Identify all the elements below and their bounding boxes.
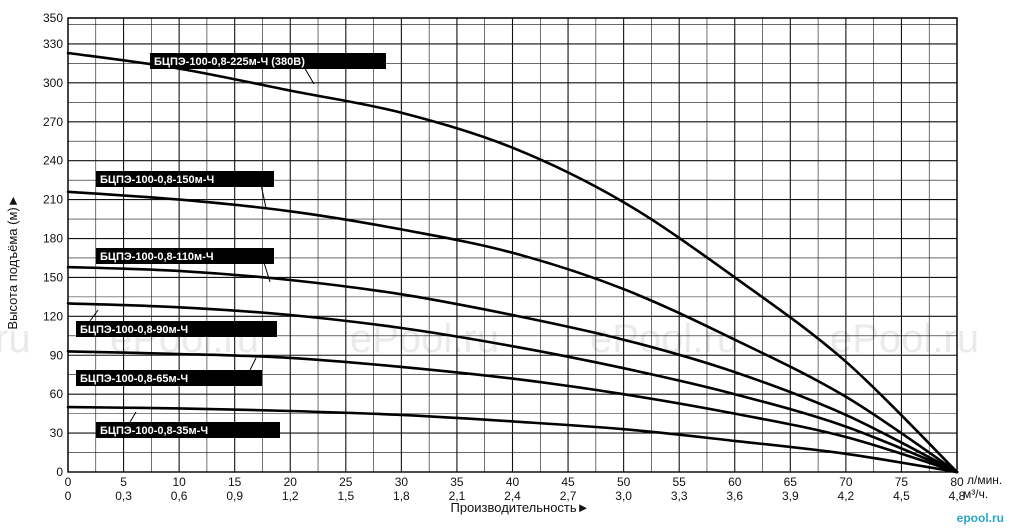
- x-tick-label-bottom: 4,5: [893, 489, 910, 503]
- series-label-box: [150, 53, 386, 69]
- x-tick-label-top: 15: [228, 475, 242, 489]
- series-line: [66, 405, 959, 474]
- series-label: БЦПЭ-100-0,8-65м-Ч: [80, 373, 188, 385]
- x-tick-label-top: 25: [339, 475, 353, 489]
- x-tick-label-bottom: 0,9: [226, 489, 243, 503]
- series-label: БЦПЭ-100-0,8-225м-Ч (380В): [154, 56, 305, 68]
- x-tick-label-bottom: 1,2: [282, 489, 299, 503]
- x-tick-label-bottom: 0,6: [171, 489, 188, 503]
- x-tick-label-bottom: 4,2: [838, 489, 855, 503]
- x-tick-label-top: 60: [728, 475, 742, 489]
- x-tick-label-top: 0: [65, 475, 72, 489]
- x-tick-label-bottom: 2,7: [560, 489, 577, 503]
- y-tick-label: 270: [43, 115, 63, 129]
- x-tick-label-bottom: 3,0: [615, 489, 632, 503]
- x-tick-label-top: 55: [673, 475, 687, 489]
- series-line: [66, 190, 959, 474]
- x-tick-label-top: 80: [950, 475, 964, 489]
- series-line: [66, 350, 959, 474]
- y-tick-label: 180: [43, 232, 63, 246]
- x-tick-label-top: 20: [284, 475, 298, 489]
- y-tick-label: 0: [56, 465, 63, 479]
- x-axis-title: Производительность►: [450, 500, 589, 515]
- x-tick-label-top: 10: [172, 475, 186, 489]
- y-tick-label: 60: [50, 387, 64, 401]
- series-label-leader: [249, 357, 257, 371]
- x-tick-label-top: 5: [120, 475, 127, 489]
- x-tick-label-bottom: 3,6: [726, 489, 743, 503]
- x-tick-label-bottom: 2,1: [449, 489, 466, 503]
- x-tick-label-top: 70: [839, 475, 853, 489]
- series-label-box: [96, 248, 274, 264]
- plot-frame: [67, 17, 958, 473]
- watermark: ePool.ru: [590, 317, 739, 361]
- series-line: [66, 265, 959, 474]
- series-label: БЦПЭ-100-0,8-110м-Ч: [100, 251, 214, 263]
- y-tick-label: 350: [43, 11, 63, 25]
- epool-logo: epool.ru: [957, 511, 1004, 525]
- y-axis-title: Высота подъёма (м)►: [5, 194, 20, 329]
- series-label-box: [96, 171, 274, 187]
- x-tick-label-bottom: 3,3: [671, 489, 688, 503]
- series-labels: БЦПЭ-100-0,8-225м-Ч (380В) БЦПЭ-100-0,8-1…: [76, 53, 386, 438]
- y-tick-label: 90: [50, 348, 64, 362]
- x-tick-label-bottom: 4,8: [949, 489, 966, 503]
- y-tick-label: 300: [43, 76, 63, 90]
- x-tick-label-bottom: 1,5: [337, 489, 354, 503]
- x-unit-top: л/мин.: [967, 473, 1002, 487]
- x-tick-label-bottom: 0,3: [115, 489, 132, 503]
- watermark: ru: [0, 317, 31, 361]
- series-line: [66, 302, 959, 474]
- x-tick-label-bottom: 3,9: [782, 489, 799, 503]
- series-label-leader: [89, 309, 99, 322]
- series-label: БЦПЭ-100-0,8-35м-Ч: [100, 425, 208, 437]
- series-label-box: [96, 422, 280, 438]
- series-label: БЦПЭ-100-0,8-90м-Ч: [80, 324, 188, 336]
- series-layer: [66, 51, 959, 474]
- x-tick-label-top: 50: [617, 475, 631, 489]
- series-label-box: [76, 321, 277, 337]
- series-label-leader: [129, 411, 137, 423]
- y-tick-label: 150: [43, 270, 63, 284]
- grid: [67, 17, 958, 473]
- x-tick-label-bottom: 0: [65, 489, 72, 503]
- x-tick-label-top: 40: [506, 475, 520, 489]
- x-tick-label-top: 45: [561, 475, 575, 489]
- y-tick-label: 120: [43, 309, 63, 323]
- y-tick-label: 240: [43, 154, 63, 168]
- x-tick-label-top: 75: [895, 475, 909, 489]
- series-label: БЦПЭ-100-0,8-150м-Ч: [100, 174, 214, 186]
- x-tick-label-bottom: 1,8: [393, 489, 410, 503]
- y-tick-label: 30: [50, 426, 64, 440]
- y-tick-label: 330: [43, 37, 63, 51]
- x-tick-label-top: 35: [450, 475, 464, 489]
- series-label-box: [76, 370, 262, 386]
- x-tick-label-top: 65: [784, 475, 798, 489]
- x-unit-bottom: м³/ч.: [963, 487, 988, 501]
- x-tick-label-top: 30: [395, 475, 409, 489]
- y-tick-label: 210: [43, 193, 63, 207]
- series-line: [66, 51, 959, 474]
- watermark: ePool.ru: [830, 317, 979, 361]
- x-tick-label-bottom: 2,4: [504, 489, 521, 503]
